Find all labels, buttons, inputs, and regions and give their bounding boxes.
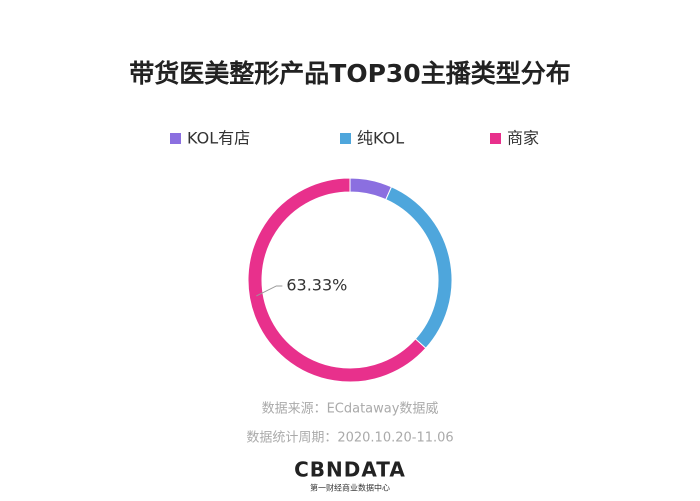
donut-segment (247, 177, 427, 383)
leader-line (256, 285, 283, 297)
logo-subtitle: 第一财经商业数据中心 (310, 483, 390, 493)
legend-swatch (490, 133, 501, 144)
legend-label: 商家 (507, 129, 539, 148)
logo-name: CBNDATA (294, 458, 406, 482)
source-note: 数据来源：ECdataway数据威 (262, 402, 439, 417)
chart-title: 带货医美整形产品TOP30主播类型分布 (129, 59, 570, 88)
legend-swatch (340, 133, 351, 144)
legend-label: 纯KOL (357, 129, 404, 148)
period-note: 数据统计周期：2020.10.20-11.06 (246, 431, 453, 446)
legend-label: KOL有店 (187, 129, 250, 148)
data-label: 63.33% (286, 275, 347, 294)
legend-swatch (170, 133, 181, 144)
